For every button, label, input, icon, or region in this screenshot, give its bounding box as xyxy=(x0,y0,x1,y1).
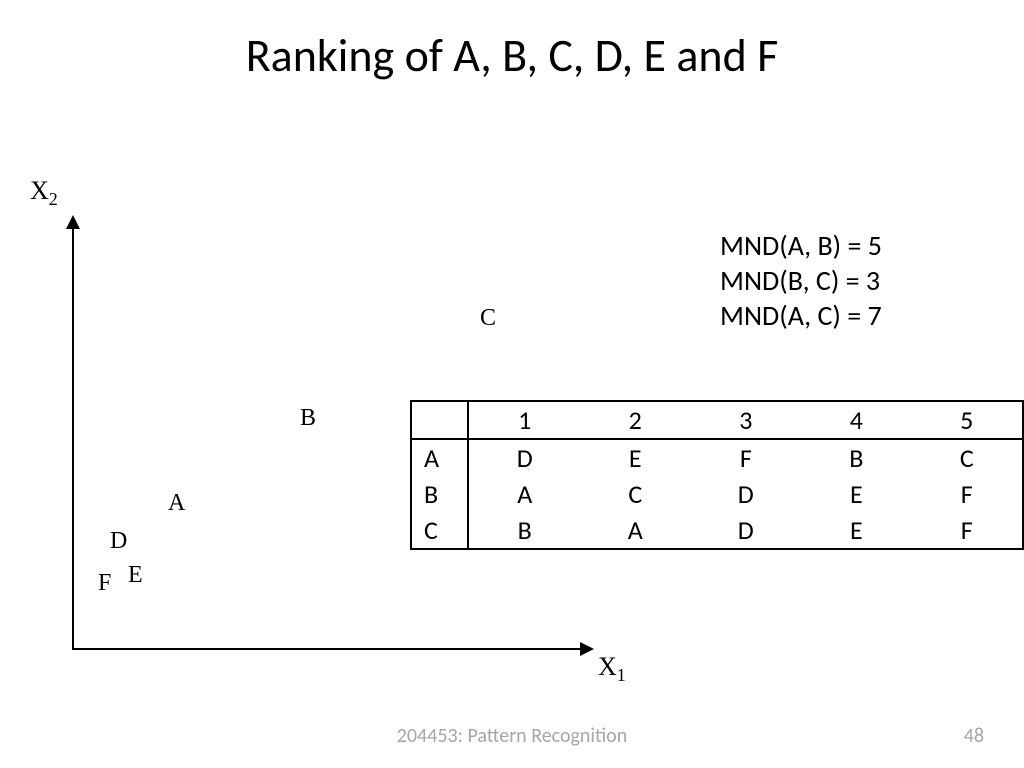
table-row: B A C D E F xyxy=(411,476,1023,512)
footer-text: 204453: Pattern Recognition xyxy=(0,724,1024,748)
table-cell: F xyxy=(912,512,1023,549)
table-cell: D xyxy=(468,439,580,476)
y-axis-line xyxy=(72,225,74,650)
table-row: C B A D E F xyxy=(411,512,1023,549)
table-cell: E xyxy=(801,476,911,512)
point-e: E xyxy=(128,562,143,589)
table-corner-cell xyxy=(411,401,468,439)
page-number: 48 xyxy=(964,724,984,748)
x-axis-arrow-icon xyxy=(580,642,594,656)
table-cell: E xyxy=(801,512,911,549)
table-row-header: A xyxy=(411,439,468,476)
equations-block: MND(A, B) = 5 MND(B, C) = 3 MND(A, C) = … xyxy=(720,228,882,333)
slide: Ranking of A, B, C, D, E and F X2 X1 C B… xyxy=(0,0,1024,768)
table-row: A D E F B C xyxy=(411,439,1023,476)
table-col-header: 1 xyxy=(468,401,580,439)
page-title: Ranking of A, B, C, D, E and F xyxy=(0,28,1024,84)
ranking-table: 1 2 3 4 5 A D E F B C B A C D E F xyxy=(410,400,1024,550)
table-cell: B xyxy=(801,439,911,476)
table-cell: E xyxy=(580,439,691,476)
y-axis-label: X2 xyxy=(30,176,58,210)
point-b: B xyxy=(300,405,316,432)
equation-line: MND(A, C) = 7 xyxy=(720,298,882,333)
equation-line: MND(A, B) = 5 xyxy=(720,228,882,263)
table-cell: A xyxy=(468,476,580,512)
table-cell: D xyxy=(691,476,802,512)
table-col-header: 4 xyxy=(801,401,911,439)
x-axis-label: X1 xyxy=(598,652,626,686)
table-cell: B xyxy=(468,512,580,549)
table-cell: F xyxy=(691,439,802,476)
x-axis-line xyxy=(72,648,582,650)
point-a: A xyxy=(168,490,185,517)
table-cell: C xyxy=(580,476,691,512)
table-col-header: 3 xyxy=(691,401,802,439)
point-c: C xyxy=(480,305,496,332)
point-d: D xyxy=(110,528,127,555)
point-f: F xyxy=(98,570,111,597)
table-cell: F xyxy=(912,476,1023,512)
table-row-header: C xyxy=(411,512,468,549)
table-cell: C xyxy=(912,439,1023,476)
table-col-header: 5 xyxy=(912,401,1023,439)
equation-line: MND(B, C) = 3 xyxy=(720,263,882,298)
table-cell: D xyxy=(691,512,802,549)
table-row-header: B xyxy=(411,476,468,512)
table-header-row: 1 2 3 4 5 xyxy=(411,401,1023,439)
y-axis-arrow-icon xyxy=(66,215,80,229)
table-col-header: 2 xyxy=(580,401,691,439)
table-cell: A xyxy=(580,512,691,549)
